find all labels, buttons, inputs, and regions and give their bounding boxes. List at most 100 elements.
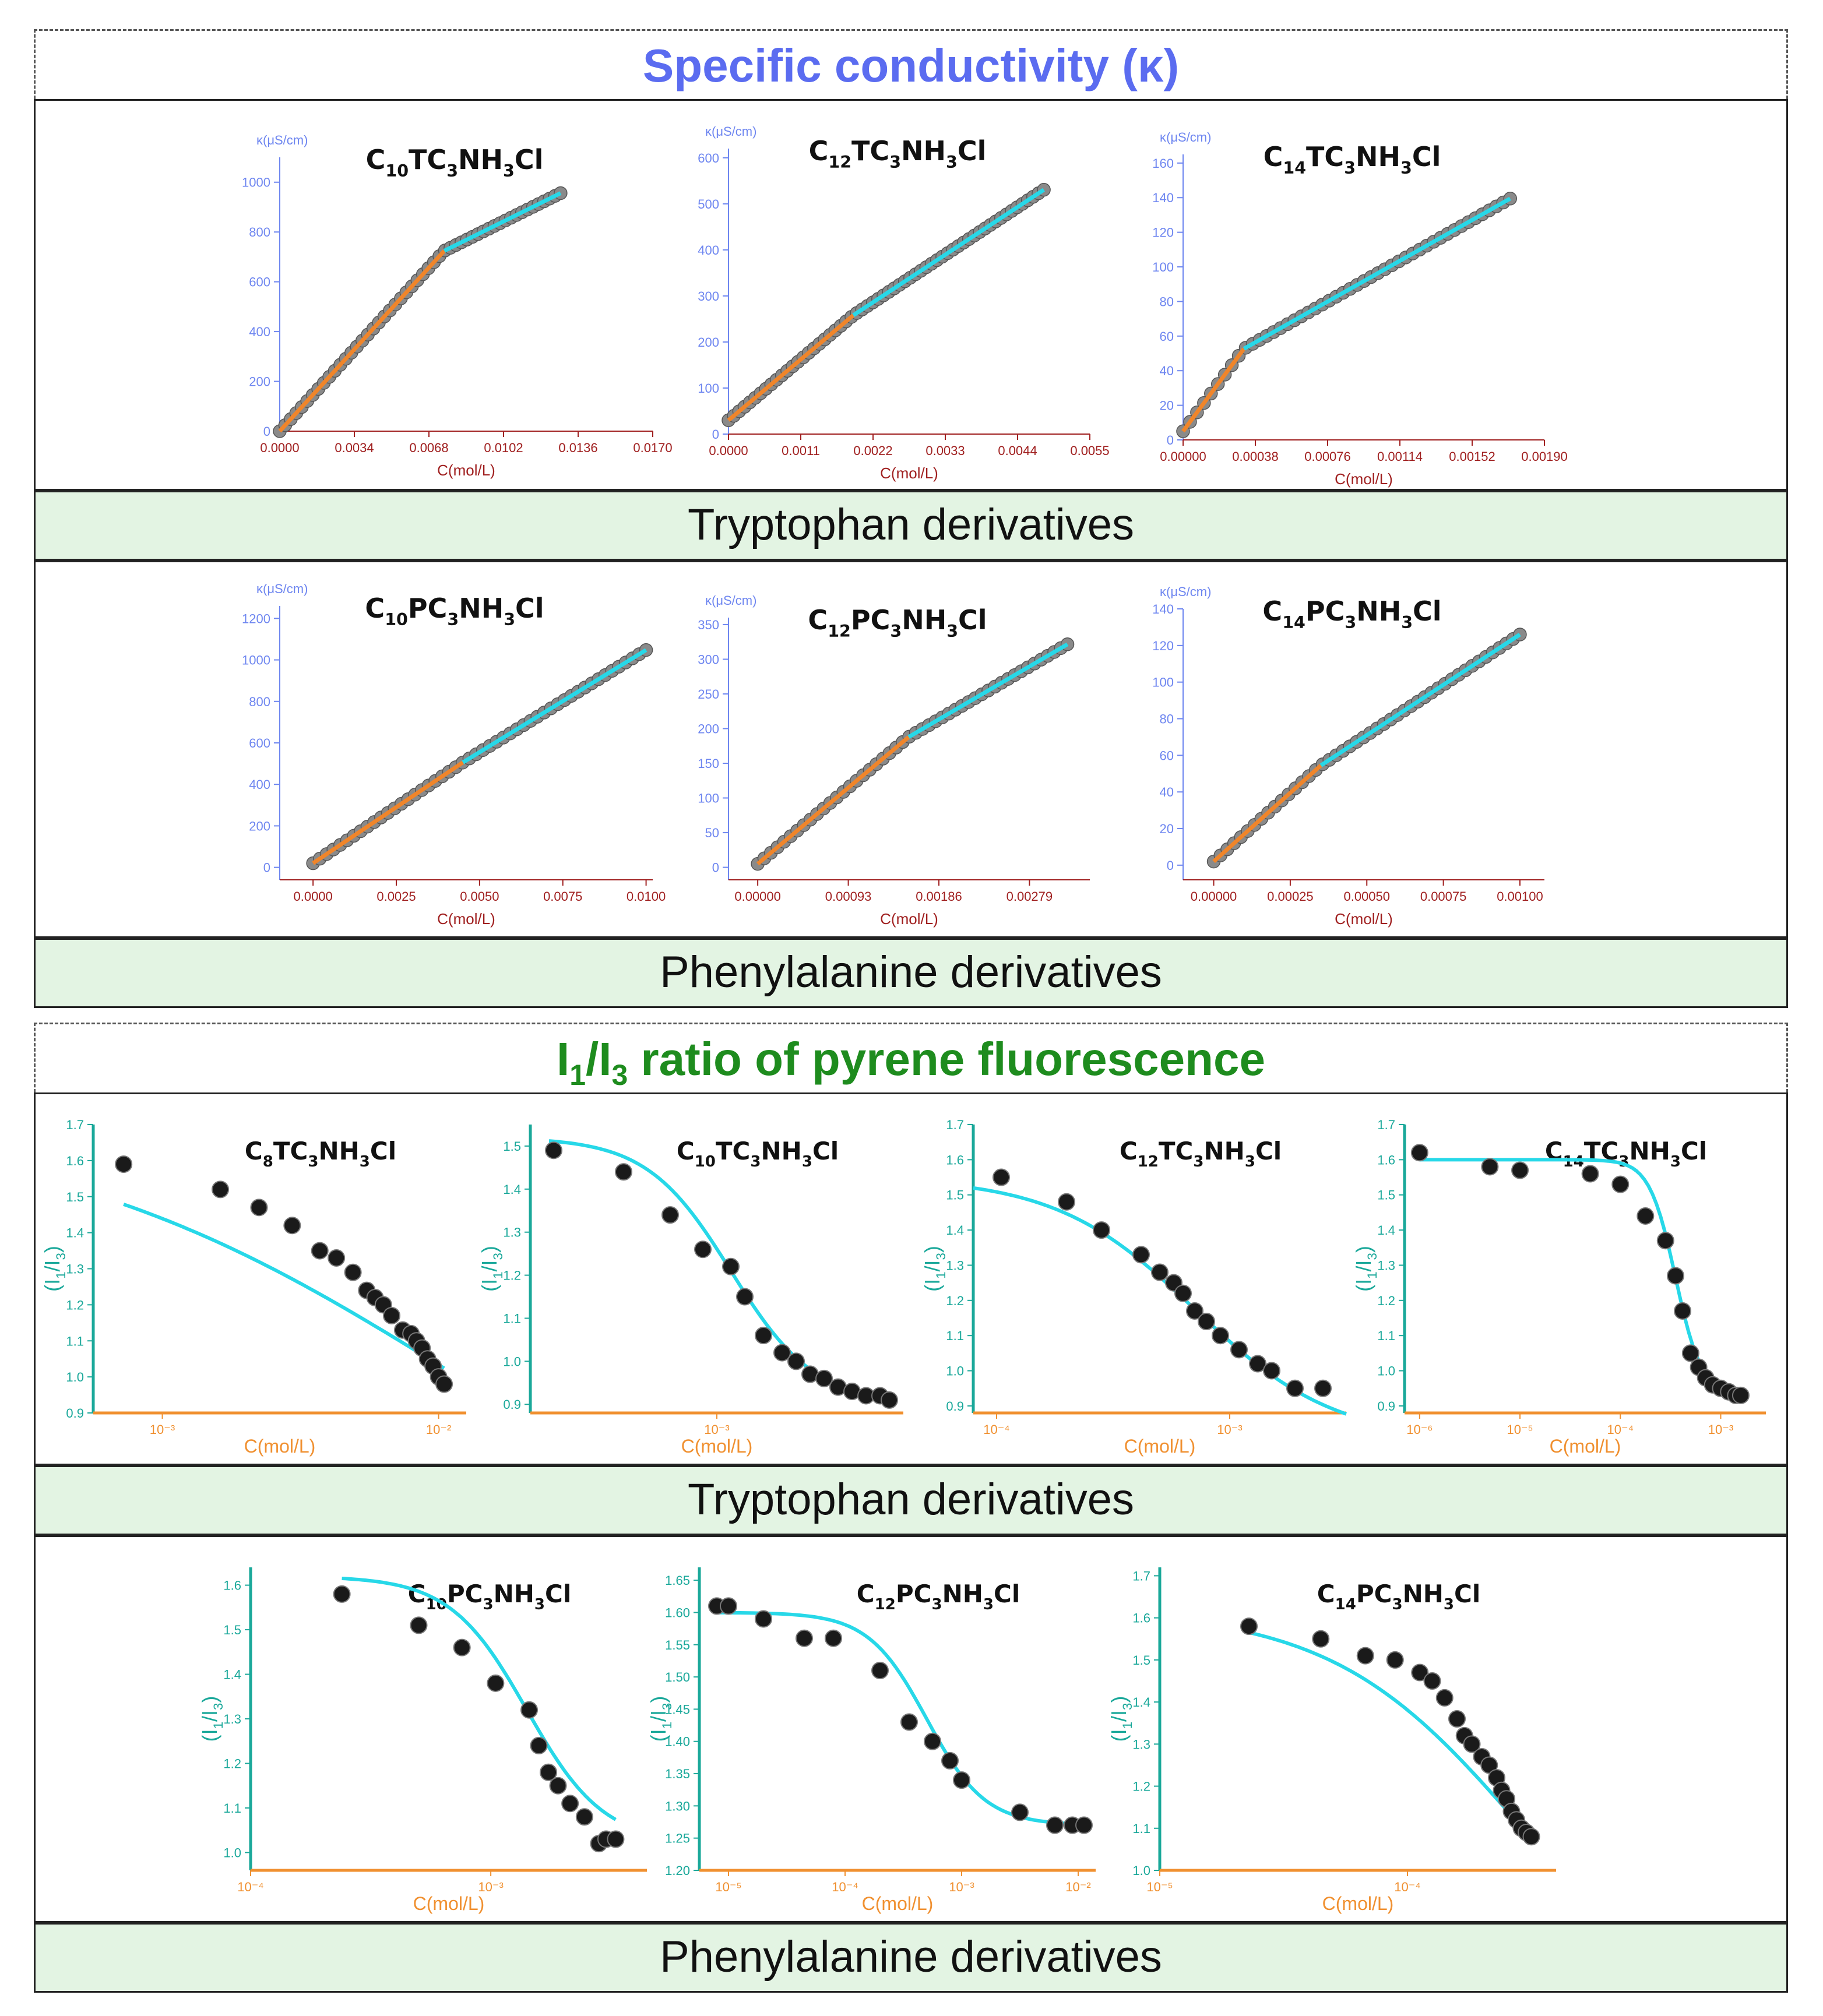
data-point bbox=[328, 1249, 346, 1267]
x-tick-label: 10⁻³ bbox=[949, 1880, 974, 1894]
y-tick-label: 1.4 bbox=[503, 1182, 521, 1197]
y-tick-label: 1.4 bbox=[223, 1668, 241, 1682]
y-tick-label: 160 bbox=[1152, 156, 1174, 171]
pyrene-title-part: ratio of pyrene fluorescence bbox=[628, 1033, 1265, 1085]
data-point bbox=[250, 1199, 268, 1217]
chart-c10pc3-conductivity: 0 200 400 600 800 1000 1200 0.0000 0.0025 0.0050 0… bbox=[242, 581, 666, 928]
y-tick-label: 1.3 bbox=[503, 1225, 521, 1240]
chart-title: C12TC3NH3Cl bbox=[809, 135, 987, 172]
data-point bbox=[787, 1352, 805, 1370]
x-tick-label: 0.00025 bbox=[1267, 889, 1314, 904]
chart-c8tc3-pyrene: 0.9 1.0 1.1 1.2 1.3 1.4 1.5 1.6 1.7 10⁻³ 10⁻² C(mol… bbox=[40, 1118, 466, 1457]
x-axis-label: C(mol/L) bbox=[681, 1436, 753, 1457]
chart-title: C14TC3NH3Cl bbox=[1264, 141, 1441, 178]
y-tick-label: 60 bbox=[1160, 329, 1174, 344]
data-point bbox=[941, 1751, 959, 1770]
data-point bbox=[545, 1141, 562, 1159]
y-tick-label: 1.50 bbox=[665, 1670, 690, 1684]
y-tick-label: 800 bbox=[249, 225, 270, 239]
x-tick-label: 10⁻⁴ bbox=[1394, 1880, 1421, 1894]
x-tick-label: 10⁻² bbox=[1065, 1880, 1090, 1894]
x-tick-label: 0.0100 bbox=[627, 889, 666, 904]
data-point bbox=[736, 1288, 754, 1306]
data-point bbox=[825, 1629, 842, 1647]
y-tick-label: 1.2 bbox=[66, 1298, 84, 1312]
data-point bbox=[435, 1375, 453, 1393]
boltzmann-fit-curve bbox=[716, 1610, 1085, 1826]
boltzmann-fit-curve bbox=[1248, 1630, 1533, 1839]
y-tick-label: 120 bbox=[1152, 639, 1174, 653]
y-tick-label: 1.0 bbox=[1377, 1364, 1395, 1379]
x-tick-label: 0.0055 bbox=[1070, 443, 1109, 458]
x-axis-label: C(mol/L) bbox=[437, 461, 495, 479]
data-point bbox=[1410, 1144, 1428, 1162]
y-tick-label: 100 bbox=[698, 791, 719, 806]
pyrene-title-sub: 1 bbox=[569, 1059, 586, 1091]
y-tick-label: 250 bbox=[698, 687, 719, 702]
chart-title: C10TC3NH3Cl bbox=[366, 144, 544, 181]
x-tick-label: 0.0102 bbox=[484, 440, 523, 455]
data-point bbox=[1186, 1302, 1203, 1320]
data-point bbox=[212, 1180, 230, 1199]
chart-c12pc3-pyrene: 1.20 1.25 1.30 1.35 1.40 1.45 1.50 1.55 1.60 1.65… bbox=[646, 1567, 1096, 1914]
pyrene-title: I1/I3 ratio of pyrene fluorescence bbox=[557, 1033, 1265, 1091]
data-point bbox=[283, 1217, 301, 1235]
fit-line-postmicellar bbox=[462, 648, 647, 764]
x-tick-label: 0.0011 bbox=[782, 443, 820, 458]
y-tick-label: 80 bbox=[1160, 712, 1174, 727]
x-tick-label: 0.00190 bbox=[1521, 449, 1568, 464]
y-tick-label: 1.25 bbox=[665, 1831, 690, 1846]
y-tick-label: 1.40 bbox=[665, 1735, 690, 1749]
y-tick-label: 400 bbox=[249, 777, 270, 792]
x-tick-label: 0.00186 bbox=[916, 889, 962, 904]
fit-line-postmicellar bbox=[443, 191, 562, 253]
y-tick-label: 300 bbox=[698, 289, 719, 304]
data-point bbox=[1681, 1344, 1699, 1362]
y-axis-label: κ(μS/cm) bbox=[705, 124, 756, 139]
x-tick-label: 0.0050 bbox=[460, 889, 499, 904]
y-tick-label: 1.6 bbox=[66, 1154, 84, 1168]
y-tick-label: 1.2 bbox=[503, 1268, 521, 1283]
y-tick-label: 200 bbox=[698, 335, 719, 350]
y-tick-label: 1.3 bbox=[946, 1258, 964, 1273]
y-tick-label: 1.45 bbox=[665, 1702, 690, 1717]
fit-line-postmicellar bbox=[907, 642, 1069, 739]
band-label: Phenylalanine derivatives bbox=[660, 1932, 1162, 1982]
x-axis-label: C(mol/L) bbox=[244, 1436, 316, 1457]
y-tick-label: 1.1 bbox=[1132, 1821, 1150, 1836]
data-point bbox=[871, 1662, 889, 1680]
x-tick-label: 0.00075 bbox=[1420, 889, 1467, 904]
x-axis-label: C(mol/L) bbox=[880, 464, 938, 482]
data-point bbox=[1263, 1362, 1280, 1380]
y-tick-label: 1.7 bbox=[66, 1118, 84, 1132]
y-axis-label: κ(μS/cm) bbox=[256, 133, 308, 147]
chart-c14tc3-pyrene: 0.9 1.0 1.1 1.2 1.3 1.4 1.5 1.6 1.7 10⁻⁶ 10⁻⁵ 10⁻⁴ 1… bbox=[1352, 1118, 1766, 1457]
y-tick-label: 200 bbox=[698, 721, 719, 736]
chart-title: C12TC3NH3Cl bbox=[1120, 1137, 1282, 1171]
trp-band-1: Tryptophan derivatives bbox=[34, 491, 1788, 561]
x-tick-label: 0.00000 bbox=[734, 889, 781, 904]
y-tick-label: 400 bbox=[249, 325, 270, 339]
data-point bbox=[1463, 1735, 1481, 1753]
y-tick-label: 1.35 bbox=[665, 1767, 690, 1781]
y-tick-label: 1.4 bbox=[946, 1223, 964, 1238]
y-tick-label: 40 bbox=[1160, 364, 1174, 378]
data-point bbox=[1637, 1207, 1655, 1225]
x-axis-label: C(mol/L) bbox=[1335, 470, 1393, 488]
data-point bbox=[1386, 1651, 1404, 1669]
data-point bbox=[344, 1263, 362, 1281]
data-point bbox=[1212, 1327, 1229, 1345]
y-tick-label: 1.3 bbox=[1377, 1258, 1395, 1273]
data-point bbox=[1423, 1672, 1441, 1690]
y-tick-label: 1000 bbox=[242, 175, 270, 190]
fit-line-premicellar bbox=[727, 313, 855, 422]
x-tick-label: 0.00100 bbox=[1497, 889, 1543, 904]
y-tick-label: 600 bbox=[698, 151, 719, 165]
y-tick-label: 400 bbox=[698, 243, 719, 258]
data-point bbox=[453, 1638, 471, 1656]
y-tick-label: 1.7 bbox=[946, 1118, 964, 1132]
boltzmann-fit-curve bbox=[123, 1203, 445, 1370]
y-tick-label: 60 bbox=[1160, 748, 1174, 763]
chart-c12pc3-conductivity: 0 50 100 150 200 250 300 350 0.00000 0.00093 0.001… bbox=[698, 593, 1090, 928]
y-tick-label: 1.20 bbox=[665, 1863, 690, 1878]
